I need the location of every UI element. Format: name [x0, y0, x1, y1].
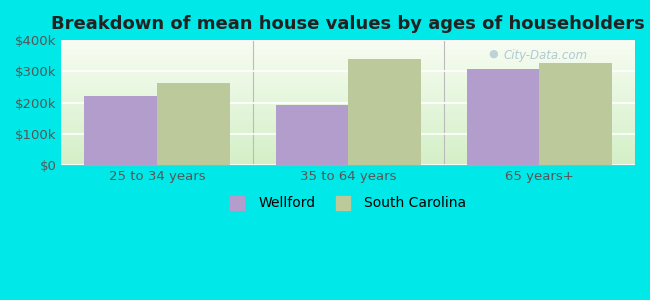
- Legend: Wellford, South Carolina: Wellford, South Carolina: [230, 196, 466, 210]
- Bar: [157, 83, 229, 165]
- Bar: [540, 63, 612, 165]
- Bar: [84, 96, 157, 165]
- Bar: [276, 105, 348, 165]
- Text: City-Data.com: City-Data.com: [503, 49, 587, 62]
- Text: ●: ●: [489, 49, 499, 59]
- Bar: [348, 59, 421, 165]
- Title: Breakdown of mean house values by ages of householders: Breakdown of mean house values by ages o…: [51, 15, 645, 33]
- Bar: [467, 69, 540, 165]
